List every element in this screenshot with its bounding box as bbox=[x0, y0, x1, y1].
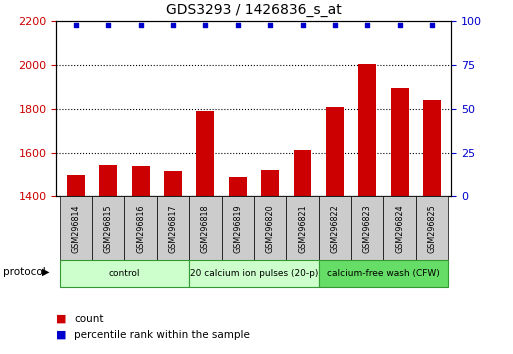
Point bbox=[169, 22, 177, 27]
Bar bbox=[423, 100, 441, 196]
Bar bbox=[229, 177, 247, 196]
Point bbox=[363, 22, 371, 27]
Point bbox=[136, 22, 145, 27]
Text: GSM296816: GSM296816 bbox=[136, 204, 145, 253]
Text: ■: ■ bbox=[56, 330, 67, 339]
Text: GSM296818: GSM296818 bbox=[201, 204, 210, 253]
Text: GSM296825: GSM296825 bbox=[427, 204, 437, 253]
Text: GSM296824: GSM296824 bbox=[395, 204, 404, 253]
Bar bbox=[222, 196, 254, 260]
Bar bbox=[326, 107, 344, 196]
Text: GSM296820: GSM296820 bbox=[266, 204, 274, 253]
Text: GSM296819: GSM296819 bbox=[233, 204, 242, 253]
Text: GSM296815: GSM296815 bbox=[104, 204, 113, 253]
Point bbox=[201, 22, 209, 27]
Text: calcium-free wash (CFW): calcium-free wash (CFW) bbox=[327, 269, 440, 278]
Bar bbox=[351, 196, 383, 260]
Bar bbox=[100, 165, 117, 196]
Text: GSM296814: GSM296814 bbox=[71, 204, 81, 253]
Bar bbox=[254, 196, 286, 260]
Bar bbox=[319, 260, 448, 287]
Bar bbox=[196, 111, 214, 196]
Bar bbox=[92, 196, 125, 260]
Text: control: control bbox=[109, 269, 140, 278]
Title: GDS3293 / 1426836_s_at: GDS3293 / 1426836_s_at bbox=[166, 4, 342, 17]
Bar bbox=[125, 196, 157, 260]
Bar bbox=[391, 88, 408, 196]
Point bbox=[104, 22, 112, 27]
Text: percentile rank within the sample: percentile rank within the sample bbox=[74, 330, 250, 339]
Bar bbox=[132, 166, 149, 196]
Text: 20 calcium ion pulses (20-p): 20 calcium ion pulses (20-p) bbox=[190, 269, 318, 278]
Bar bbox=[157, 196, 189, 260]
Bar bbox=[416, 196, 448, 260]
Point bbox=[428, 22, 436, 27]
Bar bbox=[383, 196, 416, 260]
Bar bbox=[60, 196, 92, 260]
Text: ■: ■ bbox=[56, 314, 67, 324]
Point bbox=[266, 22, 274, 27]
Bar bbox=[60, 260, 189, 287]
Text: GSM296817: GSM296817 bbox=[168, 204, 177, 253]
Point bbox=[299, 22, 307, 27]
Bar bbox=[67, 175, 85, 196]
Text: GSM296821: GSM296821 bbox=[298, 204, 307, 253]
Point bbox=[72, 22, 80, 27]
Bar bbox=[319, 196, 351, 260]
Bar bbox=[359, 64, 376, 196]
Text: GSM296822: GSM296822 bbox=[330, 204, 340, 253]
Point bbox=[331, 22, 339, 27]
Point bbox=[233, 22, 242, 27]
Bar bbox=[293, 150, 311, 196]
Bar bbox=[189, 196, 222, 260]
Text: GSM296823: GSM296823 bbox=[363, 204, 372, 253]
Text: count: count bbox=[74, 314, 104, 324]
Bar bbox=[189, 260, 319, 287]
Text: ▶: ▶ bbox=[42, 267, 50, 277]
Bar bbox=[286, 196, 319, 260]
Bar bbox=[261, 170, 279, 196]
Point bbox=[396, 22, 404, 27]
Bar bbox=[164, 171, 182, 196]
Text: protocol: protocol bbox=[3, 267, 45, 277]
